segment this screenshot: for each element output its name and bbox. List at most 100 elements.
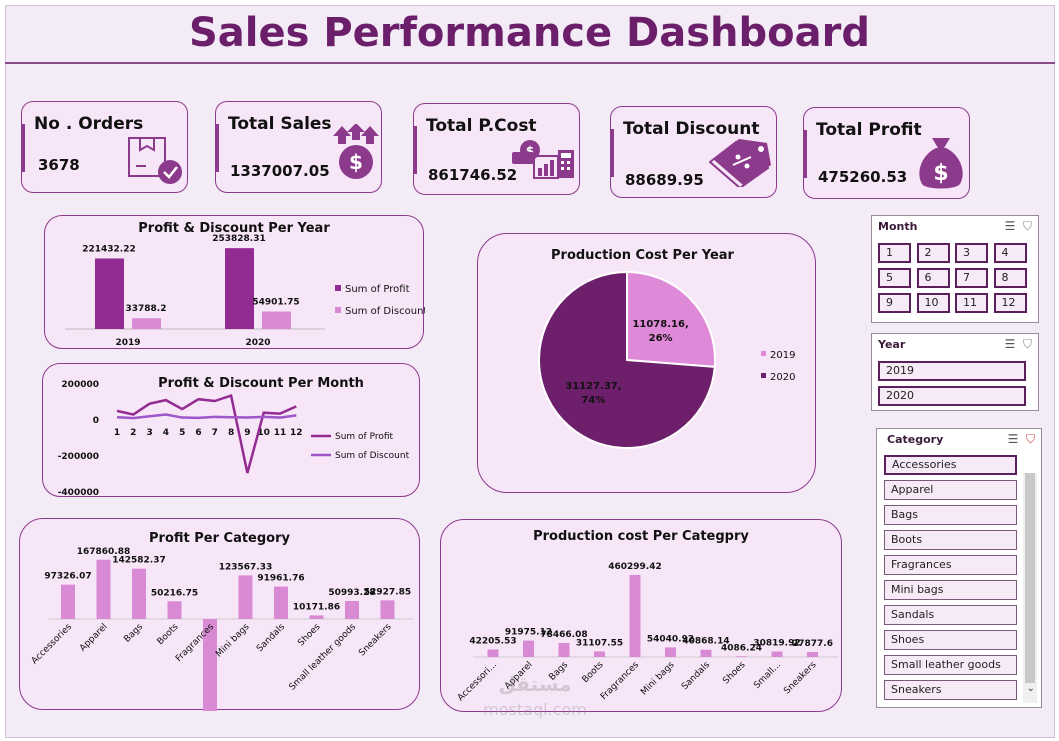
category-button-apparel[interactable]: Apparel — [884, 480, 1017, 500]
bar-boots — [167, 601, 182, 619]
profit-category-panel: Profit Per Category 97326.07 Accessories 1… — [19, 518, 420, 711]
category-slicer-title: Category — [887, 433, 944, 446]
x-tick-label: 4 — [163, 428, 169, 438]
bar-small- — [771, 651, 783, 657]
bar-shoes — [309, 615, 324, 619]
bar-boots — [594, 651, 605, 657]
production-cost-year-chart: 11078.16, 26% 31127.37, 74% 2019 2020 — [538, 270, 795, 449]
category-button-bags[interactable]: Bags — [884, 505, 1017, 525]
category-button-accessories[interactable]: Accessories — [884, 455, 1017, 475]
bar-bags — [132, 568, 146, 619]
tick-label: 2020 — [245, 338, 270, 348]
category-tick-label: Sneakers — [782, 660, 818, 696]
category-button-sneakers[interactable]: Sneakers — [884, 680, 1017, 700]
multi-select-icon[interactable]: ☰ — [1004, 337, 1016, 351]
clear-filter-icon[interactable]: ⛉ — [1025, 432, 1035, 446]
month-slicer-title: Month — [878, 220, 918, 233]
production-cost-year-panel: Production Cost Per Year 11078.16, 26% 311… — [477, 233, 816, 493]
watermark-arabic: مستقل — [498, 672, 572, 696]
x-tick-label: 9 — [244, 428, 250, 438]
y-tick-label: 200000 — [61, 380, 99, 390]
data-label: 50993.28 — [328, 588, 375, 598]
bar-apparel — [523, 640, 534, 657]
kpi-discount-card: Total Discount 88689.95 — [610, 106, 777, 198]
bar-small-leather-goods — [345, 601, 359, 619]
category-button-boots[interactable]: Boots — [884, 530, 1017, 550]
month-button-11[interactable]: 11 — [955, 293, 988, 313]
month-button-3[interactable]: 3 — [955, 243, 988, 263]
bar-bags — [558, 643, 570, 657]
legend-swatch — [761, 351, 766, 356]
data-label: 97326.07 — [44, 572, 91, 582]
kpi-profit-label: Total Profit — [816, 120, 922, 140]
x-tick-label: 11 — [274, 428, 287, 438]
money-bag-icon: $ — [919, 138, 963, 189]
clear-filter-icon[interactable]: ⛉ — [1022, 337, 1032, 351]
clear-filter-icon[interactable]: ⛉ — [1022, 219, 1032, 233]
bar-sneakers — [380, 600, 395, 619]
category-button-fragrances[interactable]: Fragrances — [884, 555, 1017, 575]
category-button-mini-bags[interactable]: Mini bags — [884, 580, 1017, 600]
data-label: 91961.76 — [257, 574, 304, 584]
production-cost-category-chart: 42205.53Accessori...91975.12Apparel78466… — [456, 562, 838, 703]
month-button-6[interactable]: 6 — [916, 268, 950, 288]
month-button-5[interactable]: 5 — [878, 268, 911, 288]
category-scrollbar[interactable] — [1023, 473, 1037, 703]
month-button-12[interactable]: 12 — [993, 293, 1027, 313]
month-button-8[interactable]: 8 — [993, 268, 1027, 288]
month-button-7[interactable]: 7 — [955, 268, 988, 288]
month-button-1[interactable]: 1 — [878, 243, 911, 263]
year-slicer-title: Year — [878, 338, 906, 351]
year-2019-button[interactable]: 2019 — [878, 361, 1026, 381]
bar-mini-bags — [665, 647, 676, 657]
bar-fragrances — [203, 619, 217, 711]
category-tick-label: Boots — [156, 622, 181, 647]
bar-shoes — [736, 656, 747, 657]
kpi-profit-card: Total Profit 475260.53 $ — [803, 107, 970, 199]
month-button-10[interactable]: 10 — [916, 293, 950, 313]
month-button-2[interactable]: 2 — [916, 243, 950, 263]
category-tick-label: Small... — [752, 660, 783, 691]
category-scroll-thumb[interactable] — [1025, 473, 1035, 683]
bar-sum-of-profit-2019 — [95, 258, 124, 329]
multi-select-icon[interactable]: ☰ — [1007, 432, 1019, 446]
bar-accessories — [61, 584, 75, 619]
category-button-sandals[interactable]: Sandals — [884, 605, 1017, 625]
data-label: 253828.31 — [212, 234, 266, 244]
kpi-orders-value: 3678 — [38, 156, 80, 174]
category-tick-label: Sneakers — [357, 622, 393, 658]
y-tick-label: -400000 — [58, 488, 99, 498]
month-button-4[interactable]: 4 — [993, 243, 1027, 263]
svg-text:$: $ — [933, 161, 948, 186]
x-tick-label: 3 — [146, 428, 152, 438]
multi-select-icon[interactable]: ☰ — [1004, 219, 1016, 233]
series-line-sum-of-profit — [116, 393, 297, 474]
category-tick-label: Small leather goods — [287, 622, 358, 693]
svg-text:$: $ — [349, 150, 363, 174]
chevron-down-icon[interactable]: ⌄ — [1026, 683, 1035, 694]
legend-swatch — [335, 285, 341, 291]
kpi-sales-value: 1337007.05 — [230, 162, 330, 180]
category-button-shoes[interactable]: Shoes — [884, 630, 1017, 650]
legend-swatch — [761, 373, 766, 378]
kpi-pcost-label: Total P.Cost — [426, 116, 537, 136]
category-button-small-leather-goods[interactable]: Small leather goods — [884, 655, 1017, 675]
data-label: 27877.6 — [792, 639, 833, 649]
kpi-orders-card: No . Orders 3678 — [21, 101, 188, 193]
data-label: 78466.08 — [540, 630, 587, 640]
data-label: 142582.37 — [112, 556, 166, 566]
category-tick-label: Shoes — [721, 660, 747, 686]
legend-entry: 2020 — [770, 372, 795, 383]
dashboard-title: Sales Performance Dashboard — [188, 10, 870, 56]
data-label: 4086.24 — [721, 643, 762, 653]
year-2020-button[interactable]: 2020 — [878, 386, 1026, 406]
month-button-9[interactable]: 9 — [878, 293, 911, 313]
profit-discount-month-title: Profit & Discount Per Month — [158, 376, 364, 391]
discount-tag-icon — [709, 139, 771, 187]
data-label: 10171.86 — [293, 602, 340, 612]
kpi-profit-value: 475260.53 — [818, 168, 908, 186]
kpi-discount-label: Total Discount — [623, 119, 760, 139]
data-label: 91975.12 — [505, 628, 552, 638]
legend-swatch — [335, 307, 341, 313]
